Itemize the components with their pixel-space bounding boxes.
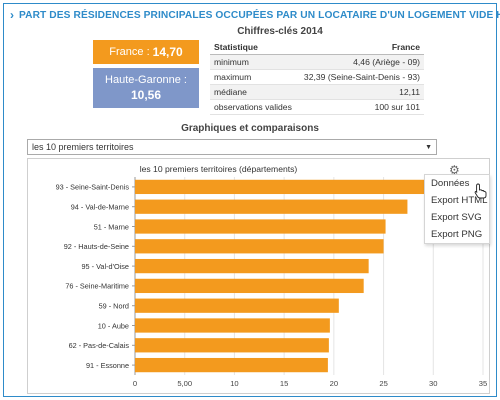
- y-tick-label: 51 - Marne: [94, 222, 129, 231]
- table-header-row: Statistique France: [210, 40, 424, 55]
- x-tick-label: 25: [379, 379, 387, 388]
- x-tick-label: 0: [133, 379, 137, 388]
- y-tick-label: 59 - Nord: [99, 302, 129, 311]
- bar: [135, 179, 458, 195]
- bar-chart-svg: les 10 premiers territoires (département…: [56, 164, 488, 388]
- table-cell: observations valides: [210, 99, 298, 115]
- y-tick-label: 92 - Hauts-de-Seine: [64, 242, 129, 251]
- bar: [135, 338, 329, 353]
- bar: [135, 298, 339, 313]
- bar: [135, 357, 328, 373]
- territory-select-value: les 10 premiers territoires: [32, 142, 134, 152]
- menu-item-export-html[interactable]: Export HTML: [431, 195, 488, 206]
- caret-down-icon: ▼: [425, 143, 432, 151]
- key-figures-title: Chiffres-clés 2014: [237, 26, 323, 37]
- menu-item-donnees[interactable]: Données: [431, 178, 470, 189]
- x-tick-label: 20: [330, 379, 338, 388]
- y-tick-label: 76 - Seine-Maritime: [65, 282, 129, 291]
- y-tick-label: 94 - Val-de-Marne: [71, 203, 129, 212]
- chevron-right-icon: ›: [10, 8, 14, 22]
- table-row: minimum 4,46 (Ariège - 09): [210, 54, 424, 70]
- bar: [135, 219, 386, 234]
- bar: [135, 258, 369, 274]
- france-label: France :: [109, 46, 150, 58]
- table-cell: médiane: [210, 84, 298, 100]
- table-cell: 32,39 (Seine-Saint-Denis - 93): [297, 69, 424, 85]
- table-cell: minimum: [210, 54, 298, 70]
- table-cell: 4,46 (Ariège - 09): [297, 54, 424, 70]
- table-row: maximum 32,39 (Seine-Saint-Denis - 93): [210, 69, 424, 85]
- table-row: observations valides 100 sur 101: [210, 99, 424, 115]
- x-tick-label: 5,00: [177, 379, 192, 388]
- hand-cursor-icon: [474, 183, 487, 199]
- bar: [135, 318, 330, 333]
- graphs-section-title: Graphiques et comparaisons: [181, 123, 319, 134]
- bar: [135, 199, 408, 214]
- column-header: France: [297, 40, 424, 55]
- france-value: 14,70: [152, 45, 183, 59]
- table-cell: maximum: [210, 69, 298, 85]
- x-tick-label: 30: [429, 379, 437, 388]
- key-figures-table: Statistique France minimum 4,46 (Ariège …: [210, 40, 424, 115]
- france-value-box: France : 14,70: [93, 40, 199, 64]
- haute-garonne-value-box: Haute-Garonne : 10,56: [93, 68, 199, 108]
- y-tick-label: 91 - Essonne: [86, 361, 129, 370]
- menu-item-export-png[interactable]: Export PNG: [431, 229, 483, 240]
- y-tick-label: 95 - Val-d'Oise: [82, 262, 130, 271]
- menu-item-export-svg[interactable]: Export SVG: [431, 212, 482, 223]
- y-tick-label: 62 - Pas-de-Calais: [69, 341, 130, 350]
- x-tick-label: 35: [479, 379, 487, 388]
- table-cell: 100 sur 101: [297, 99, 424, 115]
- table-row: médiane 12,11: [210, 84, 424, 100]
- bar-chart: les 10 premiers territoires (département…: [27, 158, 490, 394]
- table-cell: 12,11: [297, 84, 424, 100]
- y-tick-label: 93 - Seine-Saint-Denis: [56, 183, 130, 192]
- x-tick-label: 10: [230, 379, 238, 388]
- haute-garonne-label: Haute-Garonne :: [105, 74, 187, 86]
- territory-select[interactable]: les 10 premiers territoires ▼: [27, 139, 437, 155]
- panel-header: › PART DES RÉSIDENCES PRINCIPALES OCCUPÉ…: [4, 4, 500, 26]
- chart-title: les 10 premiers territoires (département…: [140, 164, 298, 174]
- column-header: Statistique: [210, 40, 298, 55]
- panel-title: PART DES RÉSIDENCES PRINCIPALES OCCUPÉES…: [19, 9, 500, 21]
- y-tick-label: 10 - Aube: [98, 321, 129, 330]
- bar: [135, 278, 364, 294]
- bar: [135, 239, 384, 254]
- haute-garonne-value: 10,56: [130, 88, 162, 102]
- gear-icon[interactable]: ⚙: [449, 163, 460, 177]
- x-tick-label: 15: [280, 379, 288, 388]
